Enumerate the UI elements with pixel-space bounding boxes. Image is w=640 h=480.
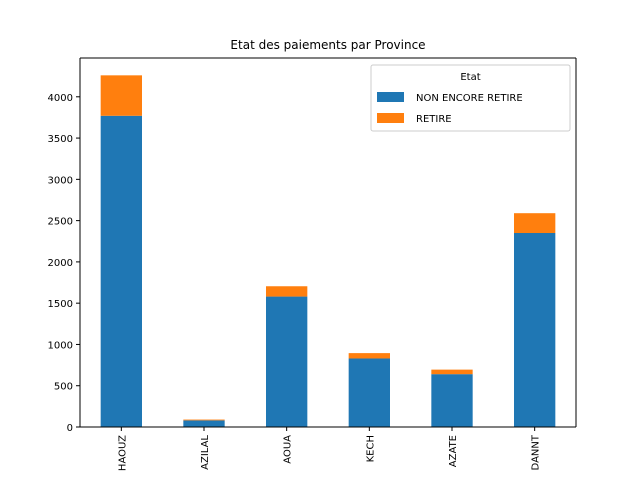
y-tick-label: 3000 bbox=[48, 175, 73, 186]
axes bbox=[79, 57, 577, 428]
legend: Etat NON ENCORE RETIRE RETIRE bbox=[370, 64, 571, 132]
y-tick-label: 2000 bbox=[48, 258, 73, 269]
x-tick-label: AZILAL bbox=[200, 435, 211, 470]
x-tick-label: DANNT bbox=[531, 434, 542, 470]
y-tick-label: 2500 bbox=[48, 217, 73, 228]
legend-label-retire: RETIRE bbox=[416, 114, 452, 125]
bar-retire-1 bbox=[183, 419, 225, 421]
x-axis-ticks: HAOUZ AZILAL AOUA KECH AZATE DANNT bbox=[117, 427, 542, 471]
bar-non-encore-retire-0 bbox=[100, 115, 142, 428]
legend-swatch-retire bbox=[377, 113, 404, 123]
legend-box bbox=[370, 64, 571, 132]
bar-retire-0 bbox=[100, 75, 142, 116]
x-tick-label: AZATE bbox=[448, 435, 459, 467]
legend-swatch-non-encore-retire bbox=[377, 92, 404, 102]
y-axis-ticks: 0 500 1000 1500 2000 2500 3000 3500 4000 bbox=[48, 93, 80, 434]
bar-retire-5 bbox=[514, 213, 556, 234]
chart-title: Etat des paiements par Province bbox=[230, 38, 425, 52]
bar-non-encore-retire-3 bbox=[348, 358, 390, 427]
bar-non-encore-retire-5 bbox=[514, 233, 556, 427]
bar-retire-2 bbox=[266, 286, 308, 297]
y-tick-label: 1500 bbox=[48, 299, 73, 310]
bar-non-encore-retire-1 bbox=[183, 420, 225, 427]
bar-retire-4 bbox=[431, 369, 473, 375]
bar-non-encore-retire-4 bbox=[431, 374, 473, 427]
y-tick-label: 4000 bbox=[48, 93, 73, 104]
bars bbox=[100, 75, 556, 428]
bar-retire-3 bbox=[348, 353, 390, 359]
x-tick-label: HAOUZ bbox=[117, 435, 128, 471]
legend-title: Etat bbox=[460, 72, 480, 83]
y-tick-label: 3500 bbox=[48, 134, 73, 145]
x-tick-label: AOUA bbox=[283, 435, 294, 464]
y-tick-label: 500 bbox=[54, 382, 73, 393]
bar-non-encore-retire-2 bbox=[266, 296, 308, 427]
y-tick-label: 0 bbox=[67, 423, 73, 434]
x-tick-label: KECH bbox=[365, 435, 376, 462]
legend-label-non-encore-retire: NON ENCORE RETIRE bbox=[416, 93, 523, 104]
y-tick-label: 1000 bbox=[48, 340, 73, 351]
